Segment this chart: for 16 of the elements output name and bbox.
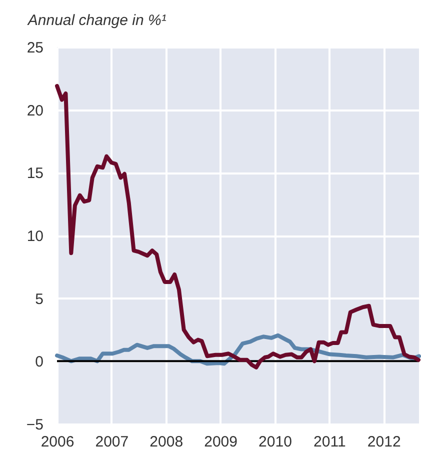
- y-tick-label: 0: [35, 354, 44, 371]
- y-tick-label: 5: [35, 290, 44, 308]
- x-tick-label: 2006: [40, 434, 74, 450]
- y-tick-label: 20: [26, 102, 44, 120]
- chart-title: Annual change in %¹: [26, 12, 166, 29]
- y-tick-label: 10: [26, 228, 44, 245]
- line-series: [55, 84, 420, 370]
- x-tick-label: 2010: [258, 434, 292, 450]
- x-tick-label: 2012: [367, 434, 401, 450]
- y-tick-label: 25: [26, 40, 44, 56]
- y-tick-label: 15: [26, 165, 44, 182]
- x-tick-label: 2008: [150, 434, 184, 450]
- x-tick-label: 2007: [95, 434, 129, 450]
- y-tick-label: −5: [26, 416, 44, 434]
- x-tick-label: 2011: [314, 434, 346, 450]
- x-tick-label: 2009: [204, 434, 238, 450]
